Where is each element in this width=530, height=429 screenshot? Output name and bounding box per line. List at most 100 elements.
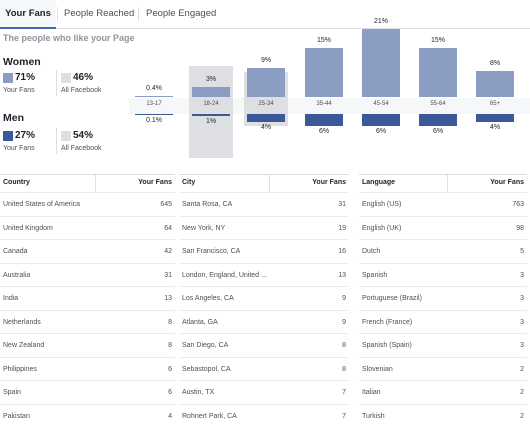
row-name: French (France) xyxy=(362,318,413,326)
table-row: Netherlands 8 xyxy=(0,309,175,334)
table-row: Santa Rosa, CA 31 xyxy=(179,192,349,216)
tab-your-fans[interactable]: Your Fans xyxy=(0,0,56,29)
table-row: Slovenian 2 xyxy=(359,356,527,381)
row-name: London, England, United ... xyxy=(182,271,267,279)
men-bar[interactable] xyxy=(476,114,514,122)
age-tick-label: 65+ xyxy=(489,101,501,107)
table-row: Atlanta, GA 9 xyxy=(179,309,349,334)
men-bar[interactable] xyxy=(419,114,457,126)
row-fan-count: 8 xyxy=(168,318,172,326)
row-name: Sebastopol, CA xyxy=(182,365,231,373)
men-bar-label: 4% xyxy=(489,124,501,131)
men-bar-label: 6% xyxy=(318,128,330,135)
men-bar[interactable] xyxy=(247,114,285,122)
row-fan-count: 19 xyxy=(338,224,346,232)
table-header-fans[interactable]: Your Fans xyxy=(490,179,524,186)
women-bar-label: 15% xyxy=(430,37,445,45)
row-name: Slovenian xyxy=(362,365,393,373)
table-header-border xyxy=(0,174,175,175)
tab-people-reached[interactable]: People Reached xyxy=(64,8,135,19)
row-fan-count: 4 xyxy=(168,412,172,420)
women-bar-label: 21% xyxy=(373,18,388,25)
table-row: Austin, TX 7 xyxy=(179,380,349,404)
row-fan-count: 6 xyxy=(168,389,172,396)
row-fan-count: 8 xyxy=(342,342,346,349)
men-swatch xyxy=(3,131,13,141)
row-fan-count: 13 xyxy=(338,271,346,279)
row-fan-count: 2 xyxy=(520,389,524,396)
row-fan-count: 9 xyxy=(342,318,346,326)
women-bar[interactable] xyxy=(476,71,514,97)
women-bar[interactable] xyxy=(192,87,230,97)
men-bar[interactable] xyxy=(135,114,173,115)
row-fan-count: 2 xyxy=(520,365,524,373)
row-name: Spain xyxy=(3,389,21,396)
table-row: French (France) 3 xyxy=(359,309,527,334)
table-header-label[interactable]: Language xyxy=(362,179,396,186)
table-row: Spanish (Spain) 3 xyxy=(359,333,527,357)
women-all-fb-pct: 46% xyxy=(73,72,94,83)
age-tick-label: 45-54 xyxy=(373,101,389,107)
table-row: Australia 31 xyxy=(0,262,175,287)
table-row: India 13 xyxy=(0,286,175,310)
women-bar[interactable] xyxy=(305,48,343,97)
women-your-fans-pct: 71% xyxy=(15,72,36,83)
men-bar[interactable] xyxy=(305,114,343,126)
women-bar-label: 0.4% xyxy=(146,84,162,92)
table-row: New Zealand 8 xyxy=(0,333,175,357)
country-table: Country Your Fans United States of America… xyxy=(0,174,175,429)
men-bar-label: 6% xyxy=(375,128,387,135)
women-all-fb-swatch xyxy=(61,73,71,83)
row-fan-count: 13 xyxy=(164,295,172,302)
women-bar[interactable] xyxy=(247,67,285,97)
row-fan-count: 9 xyxy=(342,295,346,302)
table-row: Italian 2 xyxy=(359,380,527,404)
women-bar[interactable] xyxy=(362,29,400,97)
men-all-fb-pct: 54% xyxy=(73,130,94,141)
row-fan-count: 3 xyxy=(520,271,524,279)
men-all-fb-swatch xyxy=(61,131,71,141)
row-fan-count: 31 xyxy=(338,201,346,208)
women-bar[interactable] xyxy=(135,95,173,97)
row-fan-count: 42 xyxy=(164,248,172,255)
women-your-fans-label: Your Fans xyxy=(3,87,35,94)
section-subtitle: The people who like your Page xyxy=(3,33,135,43)
row-name: Spanish xyxy=(362,271,388,279)
tab-bar: Your Fans People Reached People Engaged xyxy=(0,0,530,29)
age-tick-label: 13-17 xyxy=(146,101,162,107)
table-column-divider xyxy=(269,174,270,192)
row-fan-count: 98 xyxy=(516,224,524,232)
row-name: Los Angeles, CA xyxy=(182,295,234,302)
row-name: Netherlands xyxy=(3,318,41,326)
table-row: Spanish 3 xyxy=(359,262,527,287)
row-fan-count: 16 xyxy=(338,248,346,255)
table-header-fans[interactable]: Your Fans xyxy=(138,179,172,186)
row-name: United States of America xyxy=(3,201,81,208)
men-bar-label: 0.1% xyxy=(146,117,162,124)
row-name: Atlanta, GA xyxy=(182,318,218,326)
table-header-label[interactable]: Country xyxy=(3,179,30,186)
table-row: United States of America 645 xyxy=(0,192,175,216)
men-bar[interactable] xyxy=(362,114,400,126)
men-your-fans-pct: 27% xyxy=(15,130,36,141)
men-your-fans-label: Your Fans xyxy=(3,145,35,152)
men-bar-label: 6% xyxy=(432,128,444,135)
row-name: New York, NY xyxy=(182,224,226,232)
row-name: Dutch xyxy=(362,248,381,255)
table-header-fans[interactable]: Your Fans xyxy=(312,179,346,186)
table-header-label[interactable]: City xyxy=(182,179,196,186)
row-fan-count: 8 xyxy=(342,365,346,373)
women-bar[interactable] xyxy=(419,48,457,97)
row-name: Italian xyxy=(362,389,381,396)
men-bar[interactable] xyxy=(192,114,230,116)
row-name: Philippines xyxy=(3,365,37,373)
city-table: City Your Fans Santa Rosa, CA 31 New York, N… xyxy=(179,174,349,429)
row-name: Santa Rosa, CA xyxy=(182,201,233,208)
age-tick-label: 35-44 xyxy=(316,101,332,107)
tab-people-engaged[interactable]: People Engaged xyxy=(146,8,217,19)
table-column-divider xyxy=(447,174,448,192)
row-fan-count: 7 xyxy=(342,412,346,420)
table-row: San Francisco, CA 16 xyxy=(179,239,349,263)
row-fan-count: 8 xyxy=(168,342,172,349)
age-tick-label: 25-34 xyxy=(258,101,274,107)
